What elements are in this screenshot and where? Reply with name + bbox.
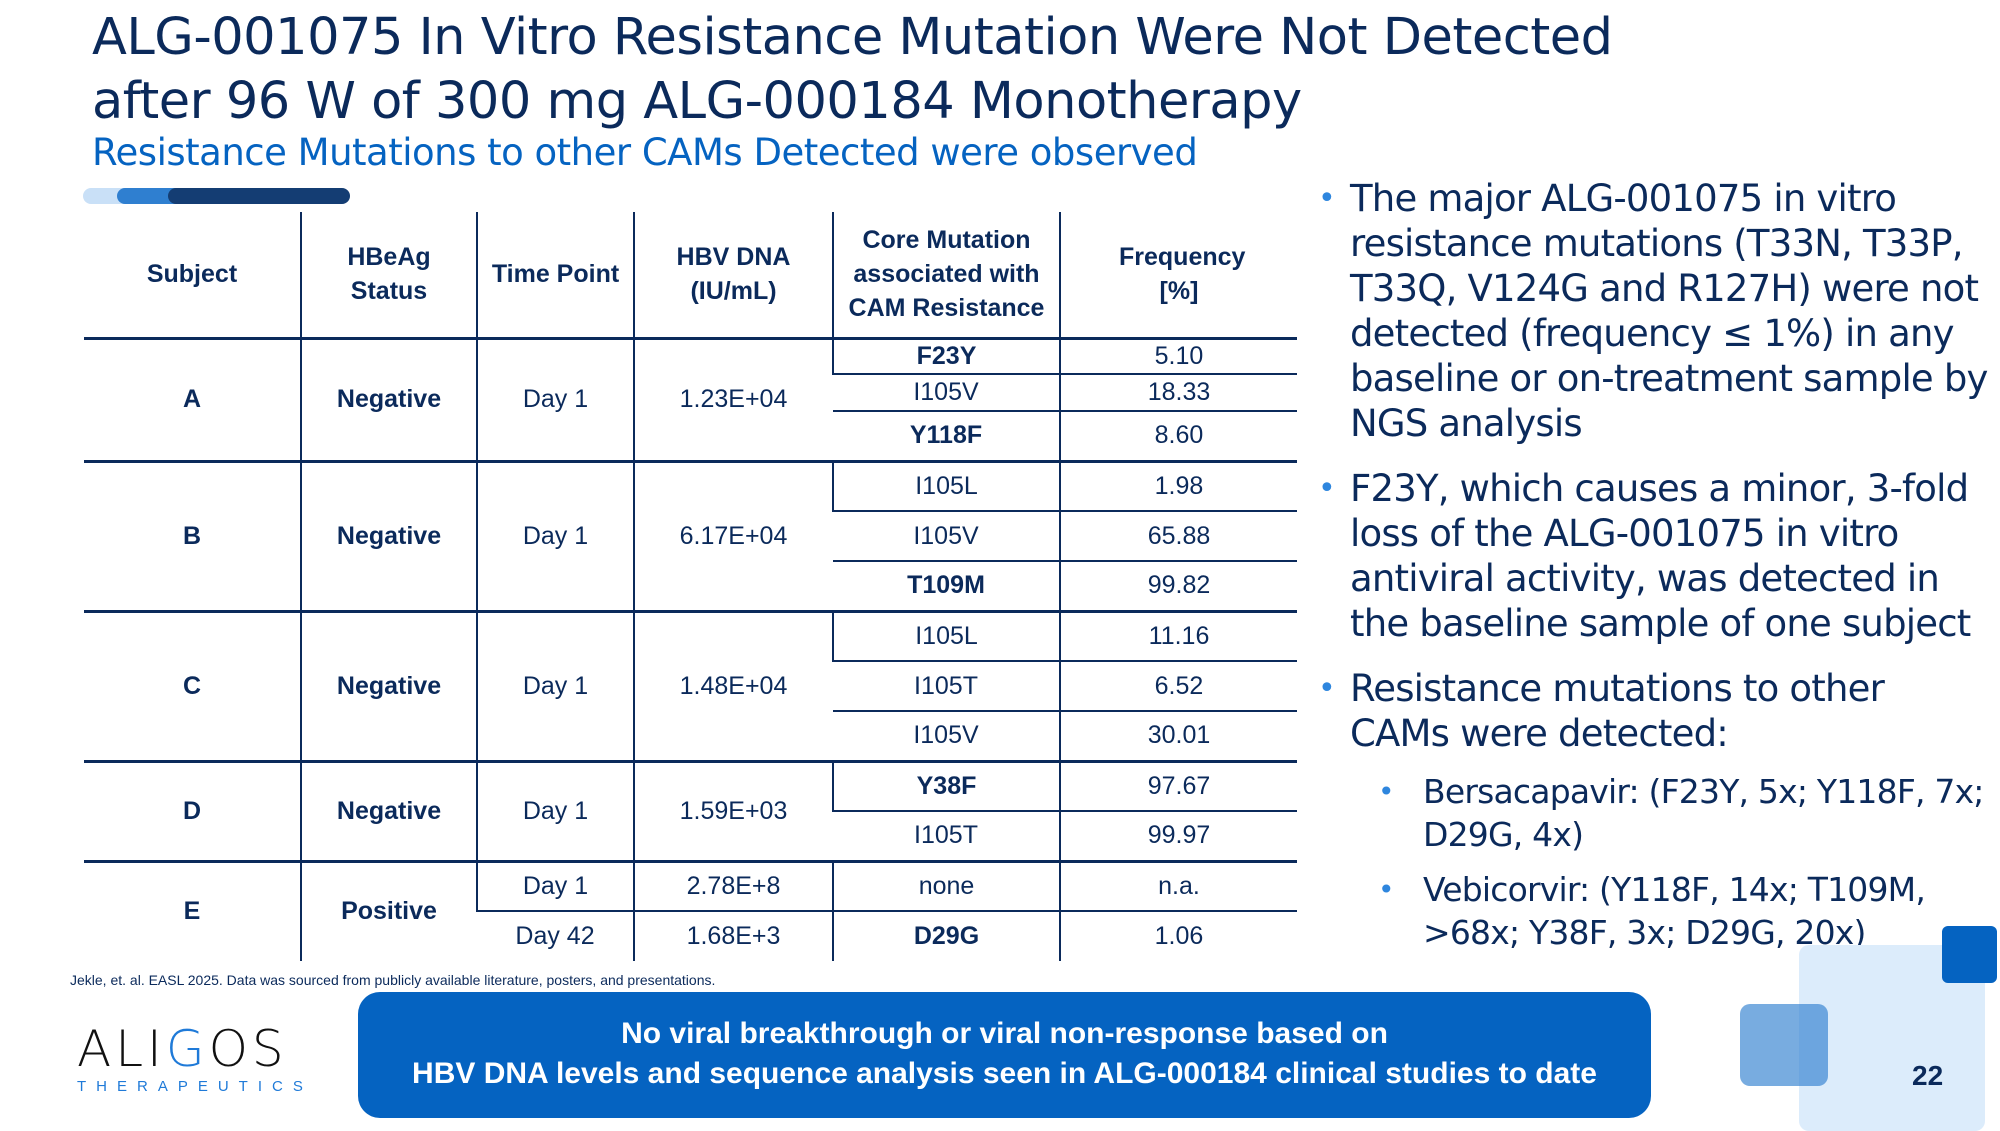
cell-mutation: I105T bbox=[833, 660, 1060, 711]
cell-mutation: I105V bbox=[833, 710, 1060, 761]
cell-time-point: Day 42 bbox=[477, 910, 634, 961]
header-subject: Subject bbox=[84, 212, 301, 340]
footnote: Jekle, et. al. EASL 2025. Data was sourc… bbox=[70, 972, 716, 988]
cell-frequency: 18.33 bbox=[1059, 373, 1297, 411]
banner-line-1: No viral breakthrough or viral non-respo… bbox=[621, 1017, 1388, 1050]
table-row: Day 42 1.68E+3 D29G 1.06 bbox=[84, 910, 1297, 961]
cell-mutation: I105V bbox=[833, 373, 1060, 411]
cell-hbeag-status: Negative bbox=[300, 759, 477, 861]
cell-hbv-dna: 1.59E+03 bbox=[633, 759, 833, 861]
cell-frequency: 8.60 bbox=[1059, 410, 1297, 461]
cell-mutation: I105L bbox=[832, 609, 1060, 661]
header-mutation: Core Mutation associated with CAM Resist… bbox=[832, 212, 1060, 340]
table-row: I105T 99.97 bbox=[84, 810, 1297, 861]
table-row: B Negative Day 1 6.17E+04 I105L 1.98 bbox=[84, 459, 1297, 611]
header-frequency: Frequency [%] bbox=[1059, 212, 1297, 340]
mutation-table: Subject HBeAg Status Time Point HBV DNA … bbox=[84, 212, 1297, 961]
cell-frequency: 65.88 bbox=[1059, 510, 1297, 561]
bullet: F23Y, which causes a minor, 3-fold loss … bbox=[1318, 466, 1988, 646]
decor-square-dark bbox=[1942, 926, 1997, 983]
decor-square-medium bbox=[1740, 1004, 1828, 1086]
table-row: Y118F 8.60 bbox=[84, 410, 1297, 461]
cell-hbeag-status: Negative bbox=[300, 459, 477, 611]
cell-frequency: 30.01 bbox=[1059, 710, 1297, 761]
cell-frequency: 1.98 bbox=[1059, 459, 1297, 511]
title-line-1: ALG-001075 In Vitro Resistance Mutation … bbox=[92, 8, 1613, 67]
cell-frequency: 99.82 bbox=[1059, 560, 1297, 611]
slide-subtitle: Resistance Mutations to other CAMs Detec… bbox=[92, 131, 1198, 174]
sub-bullet: Vebicorvir: (Y118F, 14x; T109M, >68x; Y3… bbox=[1378, 868, 1988, 954]
cell-frequency: 5.10 bbox=[1059, 336, 1297, 374]
cell-mutation: T109M bbox=[833, 560, 1060, 611]
cell-mutation: I105T bbox=[833, 810, 1060, 861]
cell-frequency: n.a. bbox=[1059, 859, 1297, 911]
table-row: T109M 99.82 bbox=[84, 560, 1297, 611]
cell-subject: D bbox=[84, 759, 301, 861]
table-row: C Negative Day 1 1.48E+04 I105L 11.16 bbox=[84, 609, 1297, 761]
key-points: The major ALG-001075 in vitro resistance… bbox=[1318, 176, 1988, 966]
header-hbeag: HBeAg Status bbox=[300, 212, 477, 340]
cell-subject: A bbox=[84, 336, 301, 461]
cell-mutation: D29G bbox=[832, 910, 1060, 961]
table-row: I105T 6.52 bbox=[84, 660, 1297, 711]
cell-subject: E bbox=[84, 859, 301, 961]
cell-mutation: Y38F bbox=[832, 759, 1060, 811]
table-row: E Positive Day 1 2.78E+8 none n.a. bbox=[84, 859, 1297, 961]
cell-subject: B bbox=[84, 459, 301, 611]
cell-time-point: Day 1 bbox=[476, 859, 634, 911]
slide-title: ALG-001075 In Vitro Resistance Mutation … bbox=[92, 6, 1613, 134]
table-row: I105V 65.88 bbox=[84, 510, 1297, 561]
cell-mutation: Y118F bbox=[833, 410, 1060, 461]
table-row: I105V 18.33 bbox=[84, 373, 1297, 411]
header-hbvdna: HBV DNA (IU/mL) bbox=[633, 212, 833, 340]
sub-bullet: Bersacapavir: (F23Y, 5x; Y118F, 7x; D29G… bbox=[1378, 770, 1988, 856]
table-row: I105V 30.01 bbox=[84, 710, 1297, 761]
cell-frequency: 99.97 bbox=[1059, 810, 1297, 861]
accent-bar-dark bbox=[168, 188, 350, 204]
cell-mutation: I105L bbox=[832, 459, 1060, 511]
company-logo: ALIGOS THERAPEUTICS bbox=[77, 1020, 313, 1095]
cell-time-point: Day 1 bbox=[476, 609, 634, 761]
cell-hbv-dna: 1.23E+04 bbox=[633, 336, 833, 461]
cell-time-point: Day 1 bbox=[476, 336, 634, 461]
cell-frequency: 6.52 bbox=[1059, 660, 1297, 711]
cell-frequency: 97.67 bbox=[1059, 759, 1297, 811]
cell-mutation: none bbox=[832, 859, 1060, 911]
cell-time-point: Day 1 bbox=[476, 459, 634, 611]
header-timepoint: Time Point bbox=[476, 212, 634, 340]
cell-frequency: 1.06 bbox=[1059, 910, 1297, 961]
cell-hbv-dna: 1.48E+04 bbox=[633, 609, 833, 761]
cell-hbeag-status: Positive bbox=[300, 859, 477, 961]
cell-mutation: I105V bbox=[833, 510, 1060, 561]
bullet: Resistance mutations to other CAMs were … bbox=[1318, 666, 1988, 756]
cell-mutation: F23Y bbox=[832, 336, 1060, 374]
cell-frequency: 11.16 bbox=[1059, 609, 1297, 661]
cell-hbeag-status: Negative bbox=[300, 609, 477, 761]
cell-hbv-dna: 1.68E+3 bbox=[633, 910, 833, 961]
page-number: 22 bbox=[1912, 1060, 1944, 1091]
cell-time-point: Day 1 bbox=[476, 759, 634, 861]
title-line-2: after 96 W of 300 mg ALG-000184 Monother… bbox=[92, 72, 1302, 131]
banner-line-2: HBV DNA levels and sequence analysis see… bbox=[412, 1057, 1597, 1090]
cell-hbv-dna: 2.78E+8 bbox=[633, 859, 833, 911]
conclusion-banner: No viral breakthrough or viral non-respo… bbox=[358, 992, 1651, 1118]
cell-subject: C bbox=[84, 609, 301, 761]
table-header-row: Subject HBeAg Status Time Point HBV DNA … bbox=[84, 212, 1297, 340]
table-row: A Negative Day 1 1.23E+04 F23Y 5.10 bbox=[84, 336, 1297, 461]
table-row: D Negative Day 1 1.59E+03 Y38F 97.67 bbox=[84, 759, 1297, 861]
bullet: The major ALG-001075 in vitro resistance… bbox=[1318, 176, 1988, 446]
cell-hbeag-status: Negative bbox=[300, 336, 477, 461]
cell-hbv-dna: 6.17E+04 bbox=[633, 459, 833, 611]
